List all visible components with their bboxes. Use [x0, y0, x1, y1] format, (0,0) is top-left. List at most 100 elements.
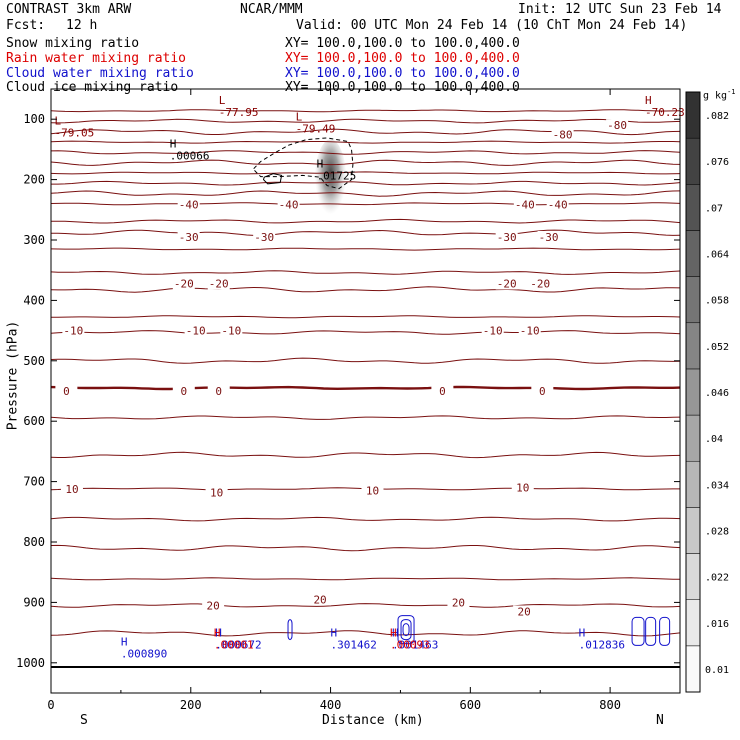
temperature-contour [51, 270, 680, 275]
colorbar-tick-label: .064 [705, 250, 729, 261]
extremum-value: -79.49 [296, 122, 336, 135]
contour-label: -10 [221, 325, 241, 338]
contour-label: 10 [210, 486, 223, 499]
contour-label-bg [606, 119, 629, 132]
temperature-contour [51, 247, 680, 251]
colorbar-swatch [685, 414, 701, 462]
temperature-contour [51, 330, 680, 335]
y-tick-label: 800 [23, 535, 45, 549]
extremum-value: .001463 [392, 639, 438, 652]
cloud-water-contour [402, 623, 410, 637]
extremum-value: .00093 [390, 639, 430, 652]
field-snow-xy: XY= 100.0,100.0 to 100.0,400.0 [285, 36, 520, 51]
colorbar-swatch [685, 230, 701, 277]
extremum-mark: H [215, 627, 222, 640]
colorbar-tick-label: .052 [705, 342, 729, 353]
contour-label-bg [309, 593, 332, 606]
contour-label-bg [529, 277, 552, 290]
contour-label-bg [172, 277, 195, 290]
extremum-mark: H [170, 137, 177, 150]
temperature-contour [51, 577, 680, 581]
contour-label: -10 [520, 325, 540, 338]
y-tick-label: 200 [23, 173, 45, 187]
extremum-mark: H [317, 157, 324, 170]
contour-label: -10 [186, 325, 206, 338]
x-axis-label: Distance (km) [322, 713, 424, 728]
contour-label-bg [253, 230, 276, 243]
contour-label: 10 [516, 482, 529, 495]
cloud-water-contour [400, 619, 412, 641]
colorbar-tick-label: 0.01 [705, 665, 729, 676]
field-snow-name: Snow mixing ratio [6, 36, 140, 51]
colorbar-tick-label: .034 [705, 480, 729, 491]
x-tick-label: 600 [459, 698, 481, 712]
contour-label-bg [62, 324, 85, 337]
contour-label-bg [60, 482, 83, 495]
contour-label: -10 [483, 325, 503, 338]
temperature-contour [51, 171, 680, 175]
contour-label: -10 [63, 325, 83, 338]
colorbar-tick-label: .046 [705, 388, 729, 399]
colorbar-swatch [685, 599, 701, 647]
init-time: Init: 12 UTC Sun 23 Feb 14 [518, 2, 722, 17]
contour-label: -30 [254, 231, 274, 244]
contour-label: 20 [518, 605, 531, 618]
extremum-mark: H [645, 94, 652, 107]
extremum-value: -79.05 [54, 126, 94, 139]
contour-label: 0 [439, 385, 446, 398]
contour-label: -20 [209, 277, 229, 290]
temperature-contour [51, 415, 680, 420]
contour-label-bg [551, 128, 574, 141]
contour-label: -40 [279, 198, 299, 211]
contour-label: -30 [179, 231, 199, 244]
colorbar-swatch [685, 137, 701, 185]
colorbar-frame [685, 91, 701, 693]
contour-label-bg [220, 324, 243, 337]
contour-label: 10 [366, 485, 379, 498]
extremum-value: -70.23 [645, 106, 685, 119]
contour-label: -20 [497, 277, 517, 290]
x-tick-label: 200 [180, 698, 202, 712]
contour-label: 0 [215, 385, 222, 398]
colorbar-swatch [685, 276, 701, 324]
temperature-contour [51, 128, 680, 136]
contour-label-bg [495, 230, 518, 243]
field-cloudwater-name: Cloud water mixing ratio [6, 66, 194, 81]
colorbar-tick-label: .016 [705, 619, 729, 630]
y-tick-label: 1000 [16, 656, 45, 670]
project-title: CONTRAST 3km ARW [6, 2, 132, 17]
contour-label: 20 [207, 599, 220, 612]
temperature-contour [51, 544, 680, 552]
temperature-contour [51, 286, 680, 293]
cloud-water-contour [397, 615, 415, 645]
colorbar-swatch [685, 322, 701, 370]
temperature-contour [51, 159, 680, 166]
contour-label: -20 [174, 277, 194, 290]
temperature-contour [51, 109, 680, 113]
y-axis-label: Pressure (hPa) [5, 320, 21, 431]
x-tick-label: 400 [320, 698, 342, 712]
temperature-contour [51, 315, 680, 319]
contour-label: 0 [63, 385, 70, 398]
contour-label-bg [177, 230, 200, 243]
extremum-mark: L [219, 94, 226, 107]
extremum-mark: H [214, 627, 221, 640]
colorbar-swatch [685, 184, 701, 231]
contour-label-bg [277, 198, 300, 211]
temperature-contour [51, 202, 680, 206]
field-cloudice-name: Cloud ice mixing ratio [6, 80, 179, 95]
colorbar-tick-label: .076 [705, 157, 729, 168]
colorbar-tick-label: .07 [705, 203, 723, 214]
contour-label: 0 [180, 385, 187, 398]
y-tick-label: 300 [23, 233, 45, 247]
cloud-water-contour [631, 616, 645, 646]
temperature-contour [51, 150, 680, 155]
extremum-value: .000890 [121, 648, 167, 661]
contour-label-bg [361, 484, 384, 497]
extremum-mark: L [54, 114, 61, 127]
extremum-value: .012836 [579, 639, 625, 652]
contour-label-bg [481, 324, 504, 337]
extremum-mark: H [121, 636, 128, 649]
cloud-water-contour [287, 619, 293, 641]
